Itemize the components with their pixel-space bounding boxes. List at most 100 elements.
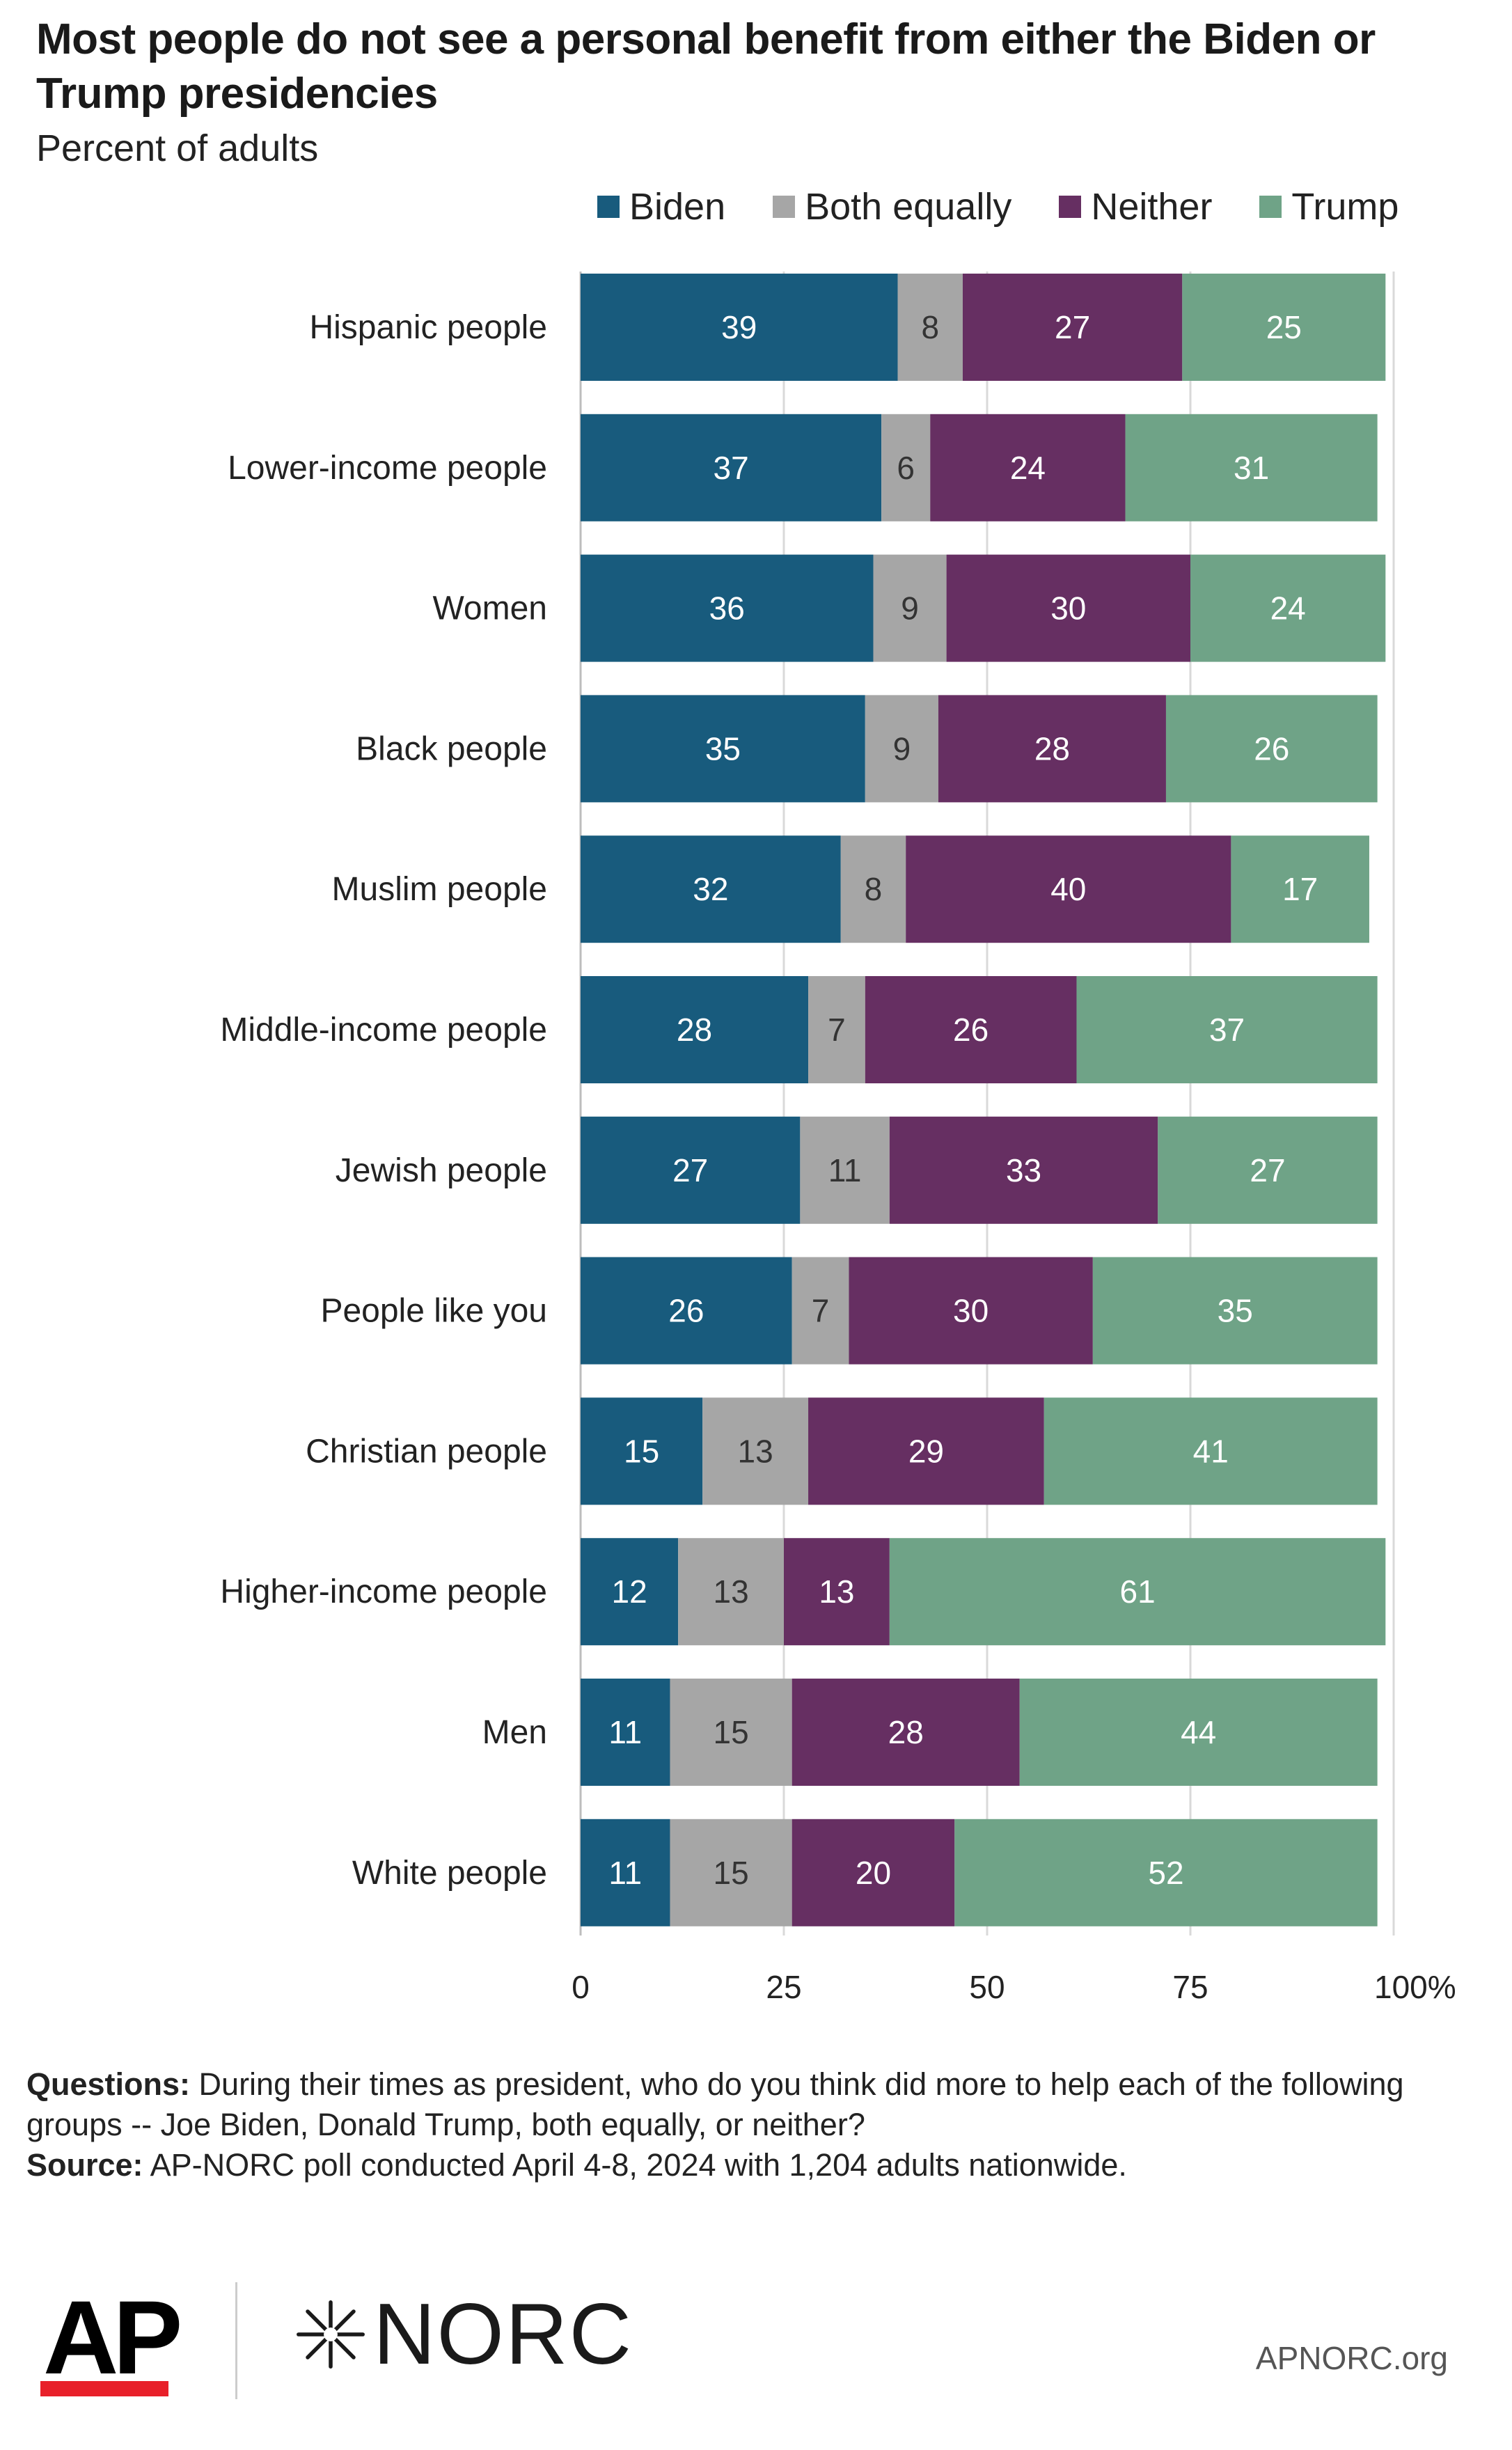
bar-value-lower-income-people-trump: 31 (1234, 450, 1269, 486)
bar-value-people-like-you-biden: 26 (668, 1293, 704, 1329)
site-link[interactable]: APNORC.org (1255, 2340, 1448, 2376)
bar-value-black-people-trump: 26 (1254, 730, 1289, 767)
legend-item-both-equally: Both equally (773, 185, 1011, 228)
category-label-higher-income-people: Higher-income people (220, 1573, 547, 1610)
bar-jewish-people-both-equally (800, 1116, 890, 1224)
bar-value-white-people-trump: 52 (1148, 1855, 1183, 1891)
bar-men-both-equally (670, 1679, 792, 1786)
bar-men-trump (1019, 1679, 1378, 1786)
bar-black-people-both-equally (865, 695, 938, 803)
category-label-black-people: Black people (356, 730, 547, 767)
bar-black-people-trump (1165, 695, 1378, 803)
legend-label-both-equally: Both equally (805, 186, 1012, 228)
category-label-muslim-people: Muslim people (332, 871, 547, 908)
bar-men-biden (581, 1679, 670, 1786)
bar-value-white-people-biden: 11 (608, 1855, 642, 1891)
stacked-bar-chart: Hispanic people 39 8 27 25 Lower-income peopl… (220, 272, 1456, 2005)
category-label-white-people: White people (352, 1855, 547, 1892)
ap-logo: AP (43, 2279, 182, 2396)
source-text: AP-NORC poll conducted April 4-8, 2024 w… (150, 2147, 1127, 2183)
bar-value-men-biden: 11 (608, 1714, 642, 1750)
bar-value-men-neither: 28 (888, 1714, 924, 1750)
bar-value-middle-income-people-both-equally: 7 (828, 1012, 846, 1048)
bar-value-higher-income-people-both-equally: 13 (713, 1573, 748, 1610)
ap-logo-red-bar (40, 2381, 168, 2396)
chart-title: Most people do not see a personal benefi… (36, 15, 1376, 118)
category-label-jewish-people: Jewish people (336, 1152, 547, 1189)
source-note: Source: AP-NORC poll conducted April 4-8… (26, 2145, 1481, 2185)
questions-text: During their times as president, who do … (26, 2066, 1404, 2142)
bar-men-neither (792, 1679, 1020, 1786)
bar-value-higher-income-people-neither: 13 (819, 1573, 854, 1610)
legend-label-neither: Neither (1091, 186, 1213, 228)
legend-label-trump: Trump (1291, 186, 1399, 228)
legend-swatch-neither (1059, 196, 1082, 218)
bar-value-hispanic-people-trump: 25 (1266, 309, 1302, 345)
bar-hispanic-people-both-equally (897, 274, 963, 381)
bar-value-christian-people-trump: 41 (1193, 1433, 1229, 1469)
bar-white-people-neither (792, 1819, 955, 1926)
bar-middle-income-people-both-equally (808, 976, 865, 1083)
bar-value-christian-people-biden: 15 (624, 1433, 659, 1469)
category-label-women: Women (432, 590, 547, 627)
bar-value-men-both-equally: 15 (713, 1714, 748, 1750)
bar-value-middle-income-people-neither: 26 (953, 1012, 989, 1048)
bar-value-jewish-people-trump: 27 (1250, 1152, 1285, 1188)
bar-value-people-like-you-neither: 30 (953, 1293, 989, 1329)
bar-value-men-trump: 44 (1181, 1714, 1216, 1750)
bar-value-middle-income-people-trump: 37 (1209, 1012, 1245, 1048)
bar-jewish-people-trump (1158, 1116, 1378, 1224)
bar-lower-income-people-trump (1125, 414, 1378, 521)
bar-middle-income-people-trump (1076, 976, 1378, 1083)
bar-value-lower-income-people-neither: 24 (1010, 450, 1046, 486)
bar-value-women-trump: 24 (1270, 590, 1306, 627)
bar-muslim-people-both-equally (840, 835, 906, 943)
category-label-middle-income-people: Middle-income people (220, 1012, 547, 1049)
bar-lower-income-people-biden (581, 414, 882, 521)
logo-footer: AP NORC APNORC.org (0, 2256, 1512, 2450)
category-label-people-like-you: People like you (320, 1293, 547, 1330)
bar-value-muslim-people-biden: 32 (693, 871, 728, 907)
bar-value-women-both-equally: 9 (901, 590, 919, 627)
x-tick-label-50: 50 (969, 1969, 1005, 2005)
bar-christian-people-trump (1044, 1397, 1378, 1505)
bar-middle-income-people-biden (581, 976, 809, 1083)
bar-higher-income-people-both-equally (678, 1538, 784, 1646)
bar-women-biden (581, 554, 874, 662)
bar-women-neither (946, 554, 1190, 662)
bar-value-higher-income-people-trump: 61 (1119, 1573, 1155, 1610)
bar-higher-income-people-neither (784, 1538, 890, 1646)
bar-value-lower-income-people-both-equally: 6 (897, 450, 915, 486)
bar-value-christian-people-neither: 29 (908, 1433, 944, 1469)
bar-middle-income-people-neither (865, 976, 1077, 1083)
category-label-hispanic-people: Hispanic people (309, 309, 547, 346)
bar-value-jewish-people-both-equally: 11 (828, 1152, 862, 1188)
legend-item-biden: Biden (597, 185, 725, 228)
bar-christian-people-both-equally (702, 1397, 809, 1505)
source-label: Source: (26, 2147, 143, 2183)
x-tick-label-0: 0 (572, 1969, 590, 2005)
bar-hispanic-people-neither (962, 274, 1183, 381)
bar-value-muslim-people-neither: 40 (1050, 871, 1086, 907)
bar-value-women-biden: 36 (709, 590, 745, 627)
bar-value-black-people-neither: 28 (1034, 730, 1070, 767)
bar-christian-people-biden (581, 1397, 703, 1505)
bar-black-people-biden (581, 695, 865, 803)
legend-item-trump: Trump (1259, 185, 1399, 228)
bar-muslim-people-trump (1231, 835, 1369, 943)
bar-muslim-people-biden (581, 835, 841, 943)
bar-women-trump (1190, 554, 1386, 662)
bar-people-like-you-trump (1092, 1257, 1378, 1365)
bar-value-black-people-both-equally: 9 (893, 730, 911, 767)
bar-jewish-people-biden (581, 1116, 801, 1224)
bar-jewish-people-neither (889, 1116, 1158, 1224)
bar-value-black-people-biden: 35 (705, 730, 741, 767)
legend: Biden Both equally Neither Trump (597, 182, 1399, 231)
norc-logo-text: NORC (373, 2286, 633, 2382)
legend-label-biden: Biden (629, 186, 726, 228)
category-label-lower-income-people: Lower-income people (228, 450, 547, 487)
bar-people-like-you-neither (849, 1257, 1093, 1365)
bar-people-like-you-biden (581, 1257, 792, 1365)
bar-value-women-neither: 30 (1050, 590, 1086, 627)
bar-white-people-trump (954, 1819, 1378, 1926)
